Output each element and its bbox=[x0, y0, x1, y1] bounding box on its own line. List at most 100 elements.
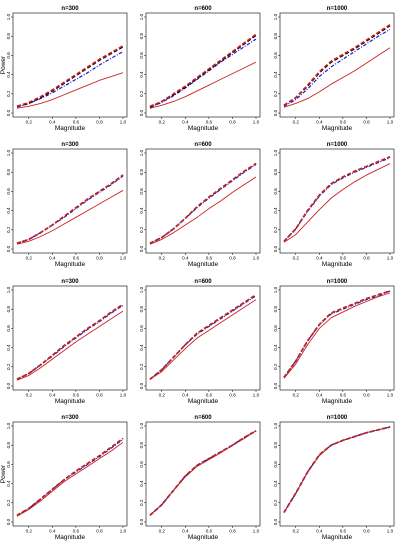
y-tick-label: 1.0 bbox=[139, 149, 144, 156]
x-tick-label: 1.0 bbox=[387, 256, 394, 261]
x-tick-label: 1.0 bbox=[387, 529, 394, 534]
plot-frame bbox=[12, 12, 128, 118]
x-axis-label: Magnitude bbox=[322, 534, 353, 541]
series-line-3 bbox=[16, 174, 124, 245]
panel-title: n=300 bbox=[61, 6, 79, 12]
series-line-2 bbox=[283, 157, 391, 242]
x-tick-label: 0.4 bbox=[316, 120, 323, 125]
panel-title: n=600 bbox=[194, 279, 212, 285]
y-tick-label: 0.2 bbox=[273, 226, 278, 233]
x-axis-label: Magnitude bbox=[322, 125, 353, 132]
y-tick-label: 0.0 bbox=[139, 518, 144, 525]
series-line-1 bbox=[149, 61, 257, 109]
panel-3: n=1000 Magnitude 0.2 0.4 0.6 0.8 1.0 0.0 0.2 0.4 0… bbox=[273, 6, 395, 132]
plot-frame bbox=[145, 148, 261, 254]
panel-11: n=600 Magnitude 0.2 0.4 0.6 0.8 1.0 0.0 0.2 0.4 0.… bbox=[139, 415, 261, 541]
y-tick-label: 0.4 bbox=[6, 207, 11, 214]
y-tick-label: 0.4 bbox=[273, 480, 278, 487]
x-tick-label: 0.2 bbox=[159, 256, 166, 261]
y-tick-label: 0.2 bbox=[139, 226, 144, 233]
x-tick-label: 0.6 bbox=[340, 393, 347, 398]
y-tick-label: 0.4 bbox=[6, 344, 11, 351]
y-tick-label: 1.0 bbox=[6, 422, 11, 429]
y-tick-label: 0.8 bbox=[139, 169, 144, 176]
series-line-4 bbox=[16, 174, 124, 245]
y-tick-label: 0.4 bbox=[273, 344, 278, 351]
panel-1: n=300 Magnitude Power 0.2 0.4 0.6 0.8 1.0 0.0 0.2… bbox=[0, 6, 128, 132]
y-tick-label: 0.8 bbox=[273, 33, 278, 40]
x-tick-label: 1.0 bbox=[253, 393, 260, 398]
x-axis-label: Magnitude bbox=[55, 534, 86, 541]
x-tick-label: 0.8 bbox=[229, 529, 236, 534]
panel-4: n=300 Magnitude 0.2 0.4 0.6 0.8 1.0 0.0 0.2 0.4 0.… bbox=[6, 142, 128, 268]
panel-8: n=600 Magnitude 0.2 0.4 0.6 0.8 1.0 0.0 0.2 0.4 0.… bbox=[139, 279, 261, 405]
x-tick-label: 0.2 bbox=[293, 529, 300, 534]
series-line-4 bbox=[149, 162, 257, 244]
y-tick-label: 1.0 bbox=[6, 286, 11, 293]
x-tick-label: 0.2 bbox=[293, 393, 300, 398]
series-line-1 bbox=[149, 176, 257, 245]
y-tick-label: 0.0 bbox=[139, 245, 144, 252]
y-tick-label: 0.0 bbox=[6, 518, 11, 525]
y-tick-label: 0.4 bbox=[139, 71, 144, 78]
x-tick-label: 0.6 bbox=[73, 120, 80, 125]
x-tick-label: 1.0 bbox=[387, 393, 394, 398]
x-tick-label: 1.0 bbox=[253, 529, 260, 534]
series-line-2 bbox=[149, 430, 257, 516]
series-line-4 bbox=[149, 430, 257, 516]
x-tick-label: 0.6 bbox=[73, 529, 80, 534]
y-tick-label: 0.0 bbox=[6, 382, 11, 389]
y-tick-label: 0.8 bbox=[139, 306, 144, 313]
plot-frame bbox=[279, 421, 395, 527]
y-tick-label: 0.4 bbox=[139, 480, 144, 487]
series-line-3 bbox=[16, 46, 124, 108]
y-axis-label: Power bbox=[0, 464, 7, 483]
x-tick-label: 0.4 bbox=[49, 256, 56, 261]
y-tick-label: 0.2 bbox=[273, 499, 278, 506]
panel-title: n=300 bbox=[61, 279, 79, 285]
x-tick-label: 0.6 bbox=[206, 120, 213, 125]
y-tick-label: 0.4 bbox=[139, 207, 144, 214]
y-tick-label: 0.2 bbox=[139, 363, 144, 370]
series-line-2 bbox=[283, 28, 391, 107]
series-line-4 bbox=[283, 156, 391, 242]
x-tick-label: 0.4 bbox=[182, 393, 189, 398]
x-tick-label: 0.8 bbox=[363, 256, 370, 261]
x-tick-label: 0.4 bbox=[316, 393, 323, 398]
plot-frame bbox=[279, 285, 395, 391]
y-tick-label: 0.6 bbox=[6, 188, 11, 195]
x-axis-label: Magnitude bbox=[188, 125, 219, 132]
series-line-2 bbox=[149, 164, 257, 244]
series-line-4 bbox=[149, 294, 257, 380]
panel-title: n=1000 bbox=[327, 142, 348, 148]
x-tick-label: 0.8 bbox=[229, 256, 236, 261]
x-tick-label: 0.4 bbox=[49, 120, 56, 125]
y-tick-label: 0.2 bbox=[6, 499, 11, 506]
x-tick-label: 0.2 bbox=[159, 529, 166, 534]
x-axis-label: Magnitude bbox=[188, 534, 219, 541]
series-line-4 bbox=[16, 437, 124, 516]
series-line-1 bbox=[149, 299, 257, 380]
y-tick-label: 0.6 bbox=[273, 461, 278, 468]
x-axis-label: Magnitude bbox=[188, 261, 219, 268]
x-tick-label: 0.6 bbox=[340, 120, 347, 125]
y-tick-label: 0.0 bbox=[6, 245, 11, 252]
series-line-3 bbox=[149, 294, 257, 380]
y-tick-label: 1.0 bbox=[6, 149, 11, 156]
y-tick-label: 1.0 bbox=[273, 149, 278, 156]
y-tick-label: 0.8 bbox=[273, 442, 278, 449]
y-tick-label: 0.0 bbox=[139, 109, 144, 116]
y-tick-label: 0.4 bbox=[273, 71, 278, 78]
series-line-4 bbox=[283, 426, 391, 513]
series-line-1 bbox=[283, 47, 391, 108]
y-tick-label: 0.6 bbox=[273, 188, 278, 195]
y-tick-label: 0.4 bbox=[6, 480, 11, 487]
x-tick-label: 0.2 bbox=[26, 256, 33, 261]
x-tick-label: 0.6 bbox=[206, 393, 213, 398]
panel-2: n=600 Magnitude 0.2 0.4 0.6 0.8 1.0 0.0 0.2 0.4 0.… bbox=[139, 6, 261, 132]
y-tick-label: 0.4 bbox=[273, 207, 278, 214]
x-tick-label: 0.8 bbox=[96, 120, 103, 125]
y-tick-label: 0.4 bbox=[6, 71, 11, 78]
x-axis-label: Magnitude bbox=[55, 261, 86, 268]
